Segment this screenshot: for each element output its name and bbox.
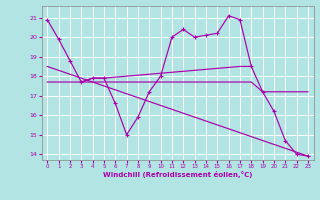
X-axis label: Windchill (Refroidissement éolien,°C): Windchill (Refroidissement éolien,°C) xyxy=(103,171,252,178)
